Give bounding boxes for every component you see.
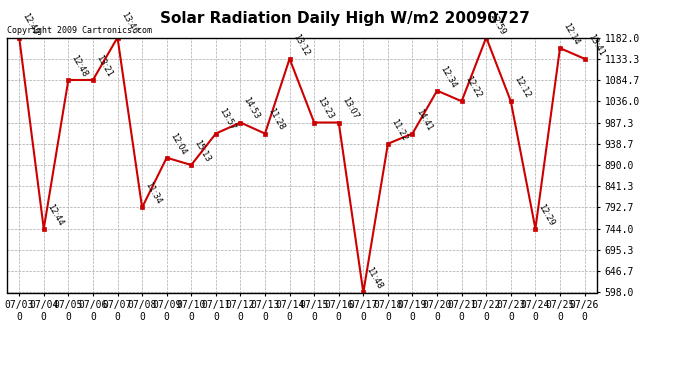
Text: 13:12: 13:12: [291, 32, 310, 57]
Text: 13:46: 13:46: [119, 11, 139, 36]
Text: 11:48: 11:48: [365, 266, 384, 291]
Text: 12:04: 12:04: [168, 131, 188, 156]
Text: 14:53: 14:53: [241, 96, 262, 121]
Text: Copyright 2009 Cartronics.com: Copyright 2009 Cartronics.com: [7, 26, 152, 35]
Text: 13:41: 13:41: [586, 32, 606, 57]
Text: 12:34: 12:34: [438, 64, 458, 89]
Text: 12:29: 12:29: [537, 202, 556, 227]
Text: 12:49: 12:49: [21, 11, 40, 36]
Text: 11:34: 11:34: [144, 181, 164, 206]
Text: 12:12: 12:12: [512, 75, 532, 100]
Text: 11:28: 11:28: [266, 107, 286, 132]
Text: 12:22: 12:22: [463, 75, 483, 100]
Text: 12:59: 12:59: [488, 11, 507, 36]
Text: 11:22: 11:22: [389, 117, 409, 142]
Text: 12:48: 12:48: [70, 53, 90, 79]
Text: 12:44: 12:44: [45, 202, 65, 227]
Text: 13:23: 13:23: [315, 96, 335, 121]
Text: 12:14: 12:14: [562, 22, 581, 47]
Text: 13:21: 13:21: [95, 53, 114, 79]
Text: Solar Radiation Daily High W/m2 20090727: Solar Radiation Daily High W/m2 20090727: [160, 11, 530, 26]
Text: 13:57: 13:57: [217, 107, 237, 132]
Text: 15:13: 15:13: [193, 138, 213, 164]
Text: 14:41: 14:41: [414, 107, 433, 132]
Text: 13:07: 13:07: [340, 96, 360, 121]
